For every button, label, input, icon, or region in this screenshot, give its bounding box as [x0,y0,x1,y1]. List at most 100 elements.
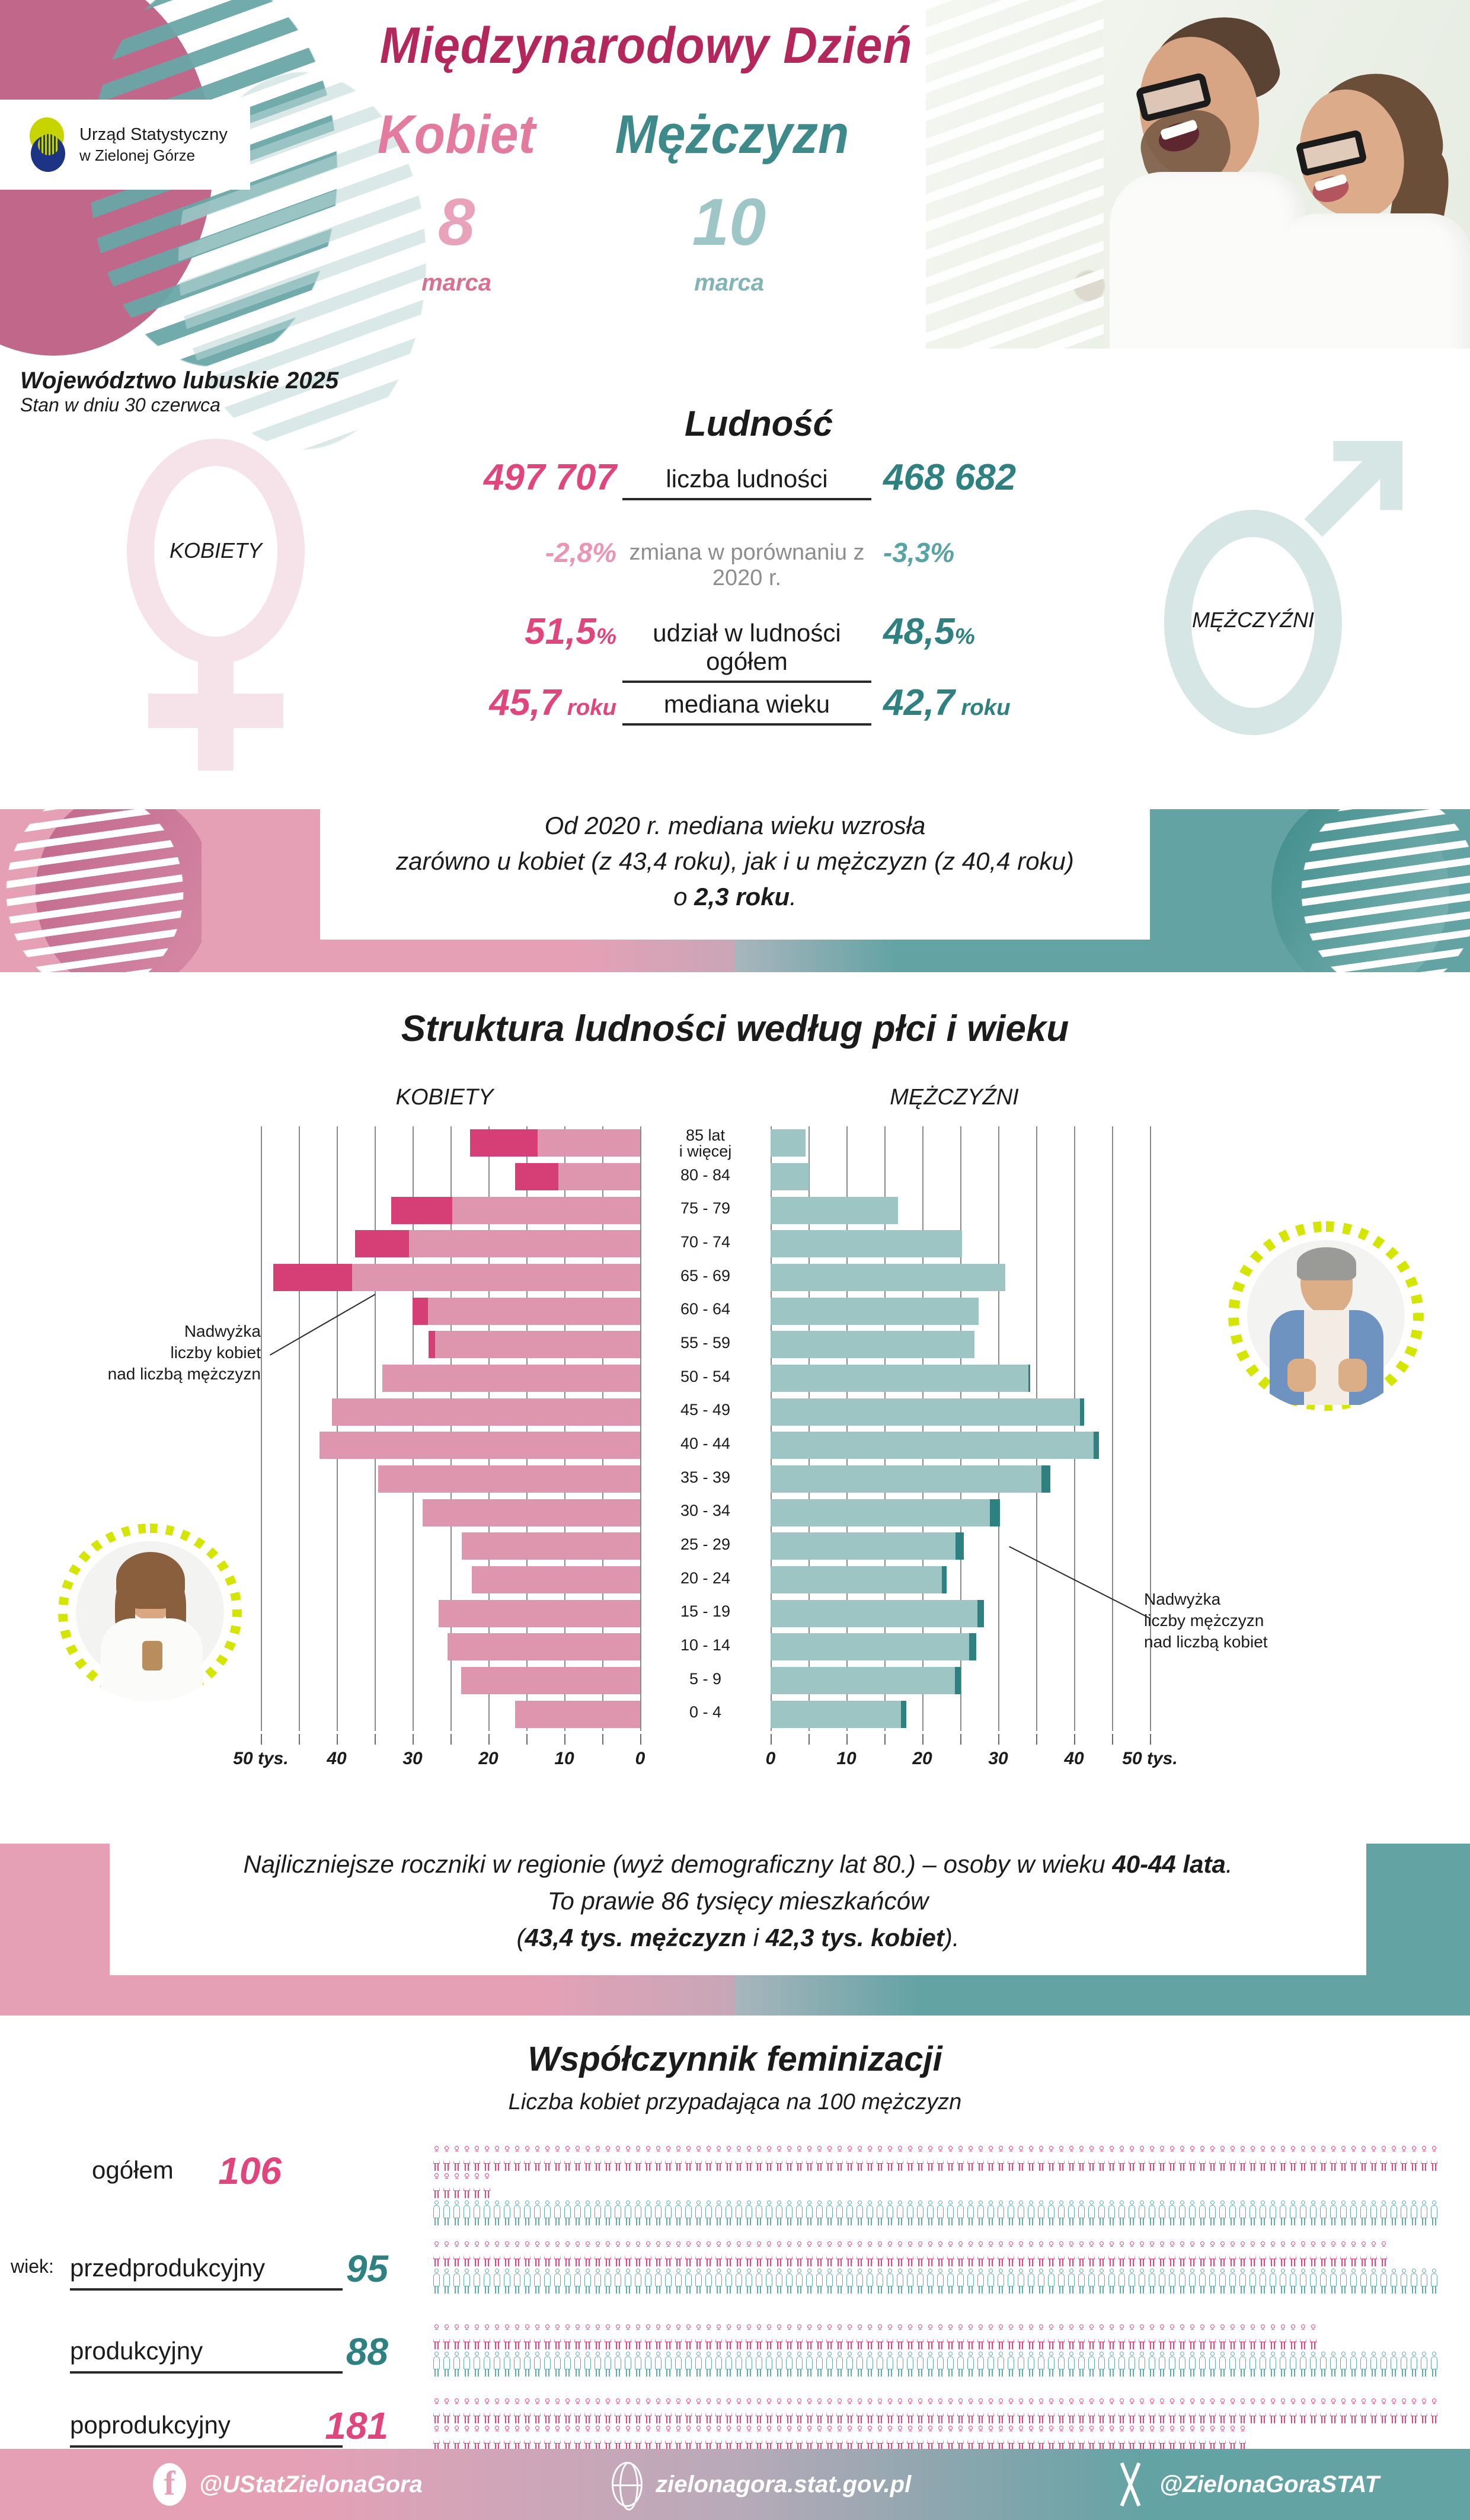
globe-icon [612,2462,643,2511]
axis-label-right: 40 [1064,1749,1084,1768]
bar-segment-women [332,1398,640,1426]
axis-tick-right [960,1734,961,1745]
bar-segment-women [452,1196,640,1224]
pyramid-age-label: 40 - 44 [680,1435,731,1452]
feminization-title: Współczynnik feminizacji [528,2040,942,2078]
largest-cohort-text-box: Najliczniejsze roczniki w regionie (wyż … [110,1827,1366,1975]
pyramid-age-labels: 85 lat i więcej 80 - 84 75 - 79 70 - 74 65 - … [640,1126,771,1731]
bar-segment-men-surplus [1080,1398,1084,1426]
bar-segment-women [408,1230,640,1258]
footer-website[interactable]: zielonagora.stat.gov.pl [612,2462,911,2511]
axis-label-left: 0 [635,1749,645,1768]
banner1-line-3: o 2,3 roku. [673,882,797,911]
header: Urząd Statystyczny w Zielonej Górze Międ… [0,0,1470,451]
grid-line [998,1126,999,1731]
pyramid-bar-women [261,1465,640,1493]
axis-tick-right [922,1734,923,1745]
grid-line [884,1126,886,1731]
pyramid-bar-men [771,1264,1150,1291]
feminization-label: przedprodukcyjny [70,2254,343,2291]
header-day-women: 8 [437,185,475,259]
bar-segment-women [351,1264,640,1291]
pyramid-bar-men [771,1465,1150,1493]
grid-line [375,1126,376,1731]
axis-tick-right [884,1734,886,1745]
axis-label-left: 20 [478,1749,498,1768]
photo-woman [1272,61,1470,349]
female-symbol-icon: KOBIETY [94,439,343,771]
header-photo-couple [926,0,1470,349]
feminization-value: 106 [218,2149,282,2192]
stat-label: udział w ludności ogółem [622,619,871,683]
pyramid-age-label: 15 - 19 [680,1602,731,1621]
pyramid-bar-women [261,1163,640,1190]
bar-segment-women [427,1297,640,1325]
pyramid-bar-men [771,1230,1150,1258]
grid-line [960,1126,961,1731]
feminization-row: produkcyjny 88 [0,2324,1470,2407]
stat-male-value: 48,5% [883,611,975,652]
bar-segment-men-surplus [969,1633,976,1661]
bar-segment-men [771,1566,942,1593]
grid-line [299,1126,300,1731]
feminization-value: 88 [346,2330,388,2373]
bar-segment-men [771,1633,970,1661]
bar-segment-men [771,1163,810,1190]
pyramid-bar-women [261,1700,640,1728]
grid-line [1150,1126,1151,1731]
bar-segment-women [514,1700,640,1728]
male-symbol-icon: MĘŻCZYŹNI [1150,439,1423,771]
axis-tick-right [1150,1734,1151,1745]
grid-line [1074,1126,1075,1731]
grid-line [564,1126,565,1731]
header-title: Międzynarodowy Dzień [379,17,913,74]
feminization-row: ogółem 106 [0,2146,1470,2226]
population-pyramid-chart [0,1126,1470,1778]
pyramid-bar-men [771,1667,1150,1694]
bar-segment-men [771,1465,1041,1493]
pyramid-women-side [261,1126,641,1731]
pyramid-bar-women [261,1196,640,1224]
footer-facebook[interactable]: @UStatZielonaGora [153,2463,423,2506]
grid-line [1036,1126,1037,1731]
feminization-label: ogółem [92,2156,174,2184]
pyramid-bar-men [771,1499,1150,1526]
pyramid-bar-women [261,1432,640,1459]
stat-female-value: 45,7 roku [489,682,616,723]
footer-bar: @UStatZielonaGora zielonagora.stat.gov.p… [0,2449,1470,2520]
pyramid-age-label: 35 - 39 [680,1468,731,1486]
population-stat-row: 51,5% udział w ludności ogółem 48,5% [344,611,1126,683]
stat-female-value: 51,5% [525,611,616,652]
pyramid-bar-men [771,1297,1150,1325]
pyramid-bar-men [771,1398,1150,1426]
stat-male-value: -3,3% [883,537,955,568]
region-subtitle: Województwo lubuskie 2025 [20,368,339,394]
bar-segment-men-surplus [1094,1432,1100,1459]
bar-segment-men [771,1331,975,1359]
pyramid-bar-women [261,1264,640,1291]
callout-line: nad liczbą kobiet [1144,1632,1268,1651]
pyramid-bar-women [261,1633,640,1661]
feminization-label: poprodukcyjny [70,2411,343,2448]
pyramid-age-label: 25 - 29 [680,1535,731,1553]
bar-segment-women [319,1432,640,1459]
footer-x[interactable]: @ZielonaGoraSTAT [1114,2462,1379,2506]
bar-segment-women [461,1667,640,1694]
axis-tick-left [299,1734,300,1745]
axis-tick-right [1112,1734,1113,1745]
pyramid-bar-men [771,1566,1150,1593]
pictogram-men-row [432,2351,1451,2378]
logo-mark-icon [23,117,69,172]
pyramid-bar-men [771,1163,1150,1190]
bar-segment-men-surplus [955,1667,961,1694]
median-age-text-box: Od 2020 r. mediana wieku wzrosła zarówno… [320,782,1150,940]
population-stat-row: 497 707 liczba ludności 468 682 [344,456,1126,510]
grid-line [488,1126,490,1731]
bar-segment-women-surplus [428,1331,436,1359]
callout-men-surplus: Nadwyżka liczby mężczyzn nad liczbą kobiet [1144,1589,1322,1652]
logo: Urząd Statystyczny w Zielonej Górze [0,100,250,190]
pyramid-bar-men [771,1432,1150,1459]
bar-segment-women [438,1599,640,1627]
pyramid-bar-women [261,1532,640,1560]
pyramid-age-label: 30 - 34 [680,1502,731,1520]
